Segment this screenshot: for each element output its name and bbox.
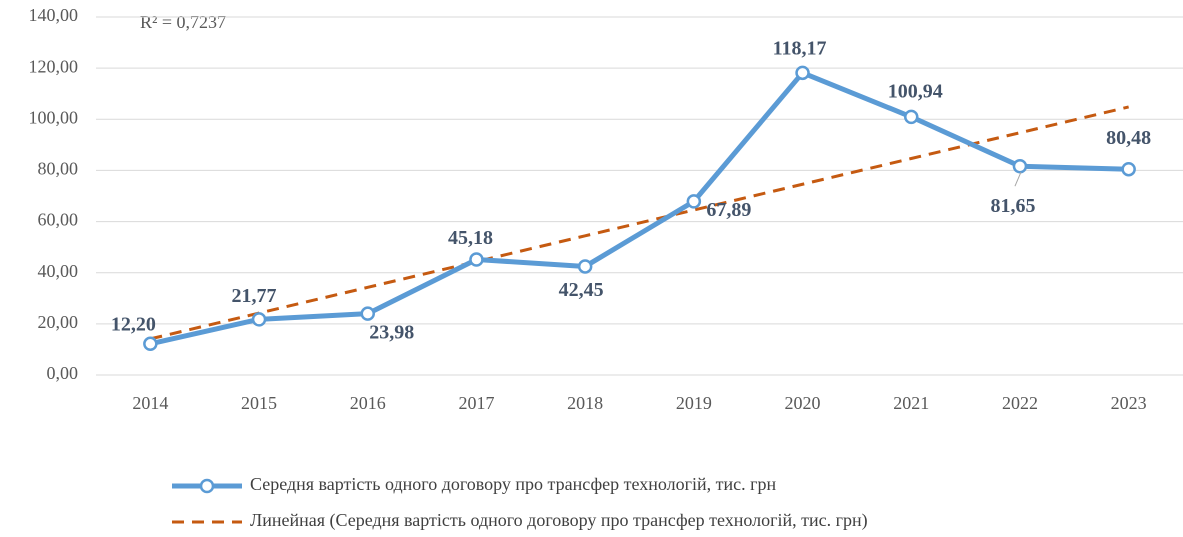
x-tick-label: 2016 xyxy=(350,393,386,413)
x-tick-label: 2014 xyxy=(132,393,168,413)
x-tick-label: 2022 xyxy=(1002,393,1038,413)
y-tick-label: 80,00 xyxy=(38,159,79,179)
x-tick-label: 2020 xyxy=(785,393,821,413)
point xyxy=(904,109,919,125)
y-tick-label: 100,00 xyxy=(29,107,79,127)
point xyxy=(469,252,484,267)
data-label: 21,77 xyxy=(232,285,277,307)
point xyxy=(1012,158,1028,174)
point xyxy=(143,336,158,352)
data-label: 100,94 xyxy=(888,80,943,102)
point xyxy=(686,194,702,209)
data-label: 42,45 xyxy=(559,279,604,301)
legend-label: Середня вартість одного договору про тра… xyxy=(250,474,777,494)
data-label: 23,98 xyxy=(369,321,414,343)
x-tick-label: 2017 xyxy=(458,393,494,413)
data-label: 67,89 xyxy=(706,199,751,221)
x-tick-label: 2018 xyxy=(567,393,603,413)
trend-line xyxy=(150,105,1129,341)
y-tick-label: 20,00 xyxy=(38,312,79,332)
x-tick-label: 2021 xyxy=(893,393,929,413)
point xyxy=(251,312,267,327)
x-tick-label: 2019 xyxy=(676,393,712,413)
series-line xyxy=(149,70,1129,347)
legend-marker xyxy=(199,478,215,494)
data-label: 12,20 xyxy=(111,313,156,335)
y-tick-label: 40,00 xyxy=(38,261,79,281)
legend-label: Линейная (Середня вартість одного догово… xyxy=(250,510,868,531)
r-squared: R² = 0,7237 xyxy=(140,12,226,32)
y-tick-label: 0,00 xyxy=(47,363,79,383)
leader-line xyxy=(1014,172,1022,187)
data-label: 45,18 xyxy=(448,227,493,249)
x-tick-label: 2015 xyxy=(241,393,277,413)
point xyxy=(360,306,375,321)
data-label: 80,48 xyxy=(1106,127,1151,149)
point xyxy=(795,65,810,81)
y-tick-label: 120,00 xyxy=(29,56,79,76)
point xyxy=(577,259,593,274)
data-label: 118,17 xyxy=(773,37,827,59)
data-label: 81,65 xyxy=(990,195,1035,217)
x-tick-label: 2023 xyxy=(1111,393,1147,413)
point xyxy=(1121,161,1136,177)
y-tick-label: 140,00 xyxy=(29,5,79,25)
y-tick-label: 60,00 xyxy=(38,210,79,230)
